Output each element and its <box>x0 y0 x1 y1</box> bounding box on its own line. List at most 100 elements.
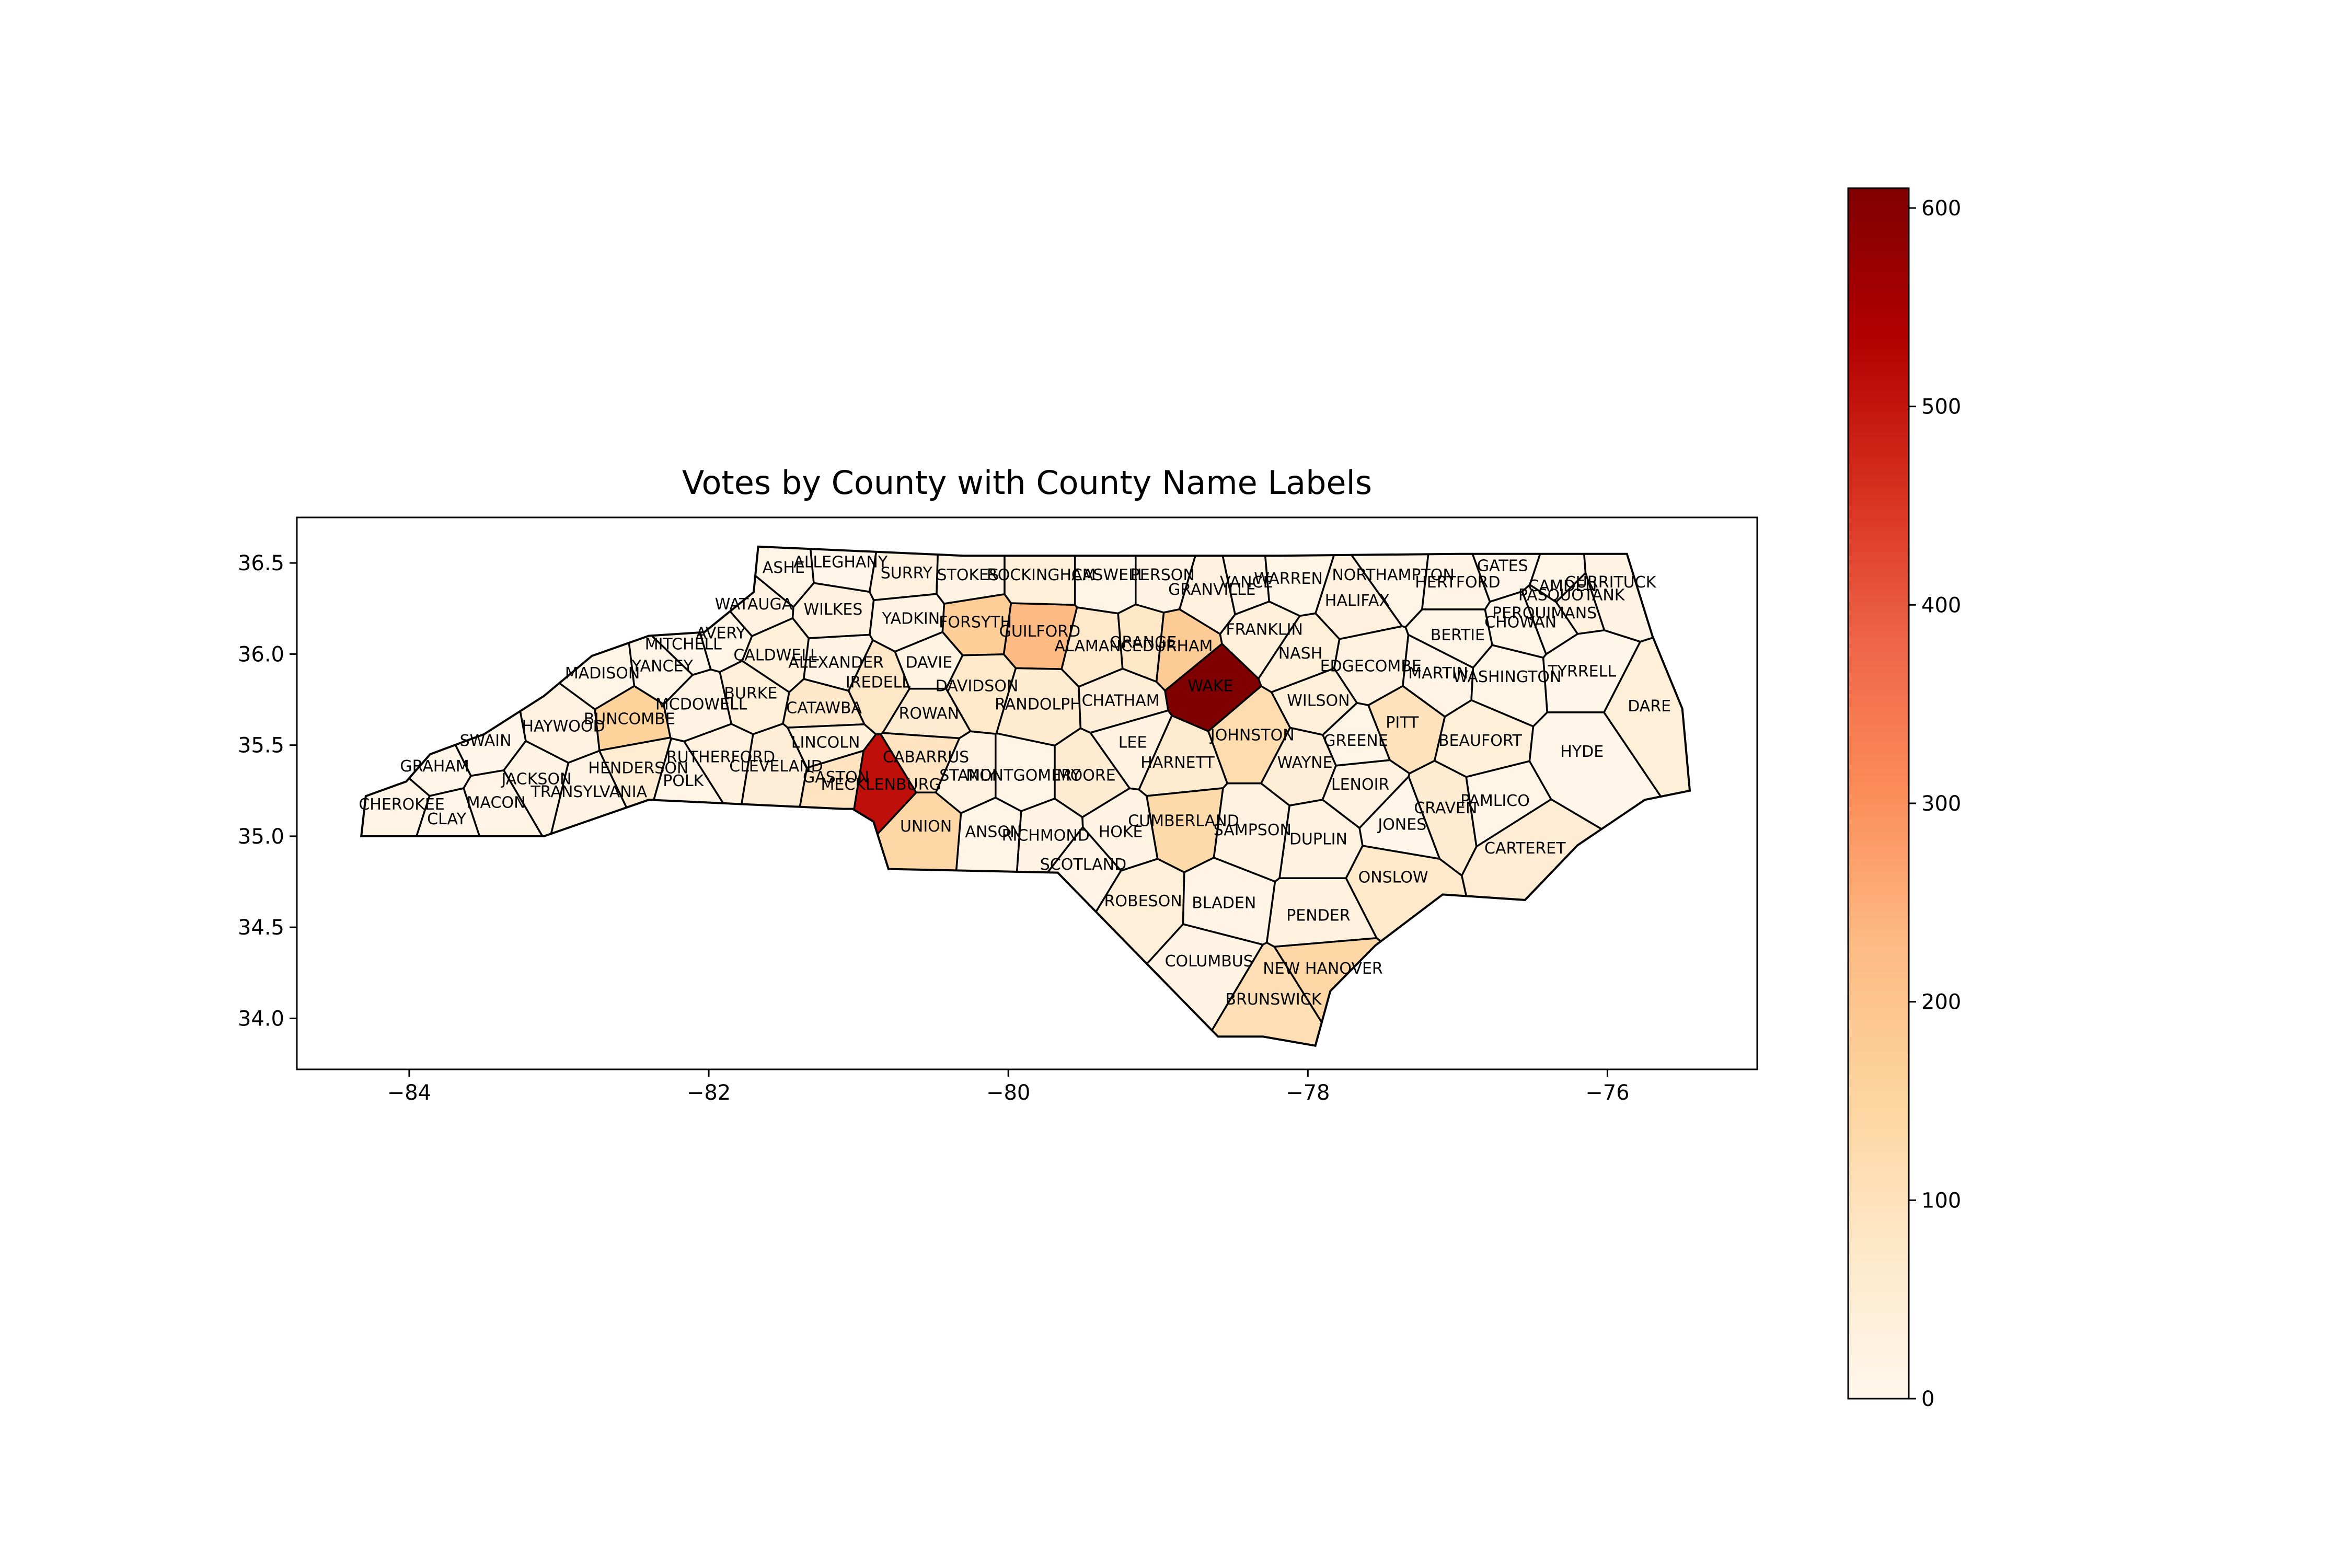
x-axis: −84 −82 −80 −78 −76 <box>387 1069 1630 1105</box>
county-label-forsyth: FORSYTH <box>939 614 1012 632</box>
county-label-wilson: WILSON <box>1287 692 1350 710</box>
county-label-brunswick: BRUNSWICK <box>1225 990 1322 1009</box>
county-camden <box>1529 546 1587 603</box>
county-label-granville: GRANVILLE <box>1168 581 1256 599</box>
county-label-martin: MARTIN <box>1408 664 1468 683</box>
county-label-wilkes: WILKES <box>803 601 862 619</box>
county-label-camden: CAMDEN <box>1528 577 1597 595</box>
x-tick-label: −82 <box>687 1081 731 1105</box>
county-label-nash: NASH <box>1278 644 1323 663</box>
county-label-bertie: BERTIE <box>1431 626 1485 644</box>
colorbar-tick-label: 0 <box>1921 1387 1934 1411</box>
y-tick-label: 35.5 <box>238 734 284 758</box>
county-label-davie: DAVIE <box>906 653 953 672</box>
county-label-cherokee: CHEROKEE <box>359 795 445 814</box>
county-label-sampson: SAMPSON <box>1214 821 1292 839</box>
county-label-halifax: HALIFAX <box>1325 592 1390 610</box>
county-label-durham: DURHAM <box>1143 637 1213 655</box>
x-tick-label: −80 <box>986 1081 1030 1105</box>
county-label-scotland: SCOTLAND <box>1040 856 1126 874</box>
colorbar: 0 100 200 300 400 500 600 <box>1847 187 1961 1411</box>
county-label-person: PERSON <box>1131 566 1195 584</box>
county-rockingham <box>1004 546 1076 606</box>
county-label-lincoln: LINCOLN <box>791 734 860 752</box>
county-label-johnston: JOHNSTON <box>1209 727 1295 745</box>
county-label-burke: BURKE <box>724 685 777 703</box>
county-label-currituck: CURRITUCK <box>1565 573 1657 592</box>
county-label-tyrrell: TYRRELL <box>1547 663 1616 681</box>
x-tick-label: −84 <box>387 1081 431 1105</box>
county-label-transylvania: TRANSYLVANIA <box>530 783 647 801</box>
county-label-guilford: GUILFORD <box>999 622 1081 641</box>
county-label-pamlico: PAMLICO <box>1460 792 1530 810</box>
county-label-union: UNION <box>900 817 952 836</box>
county-label-anson: ANSON <box>965 823 1021 841</box>
county-label-carteret: CARTERET <box>1484 839 1566 858</box>
colorbar-tick-label: 500 <box>1921 395 1961 419</box>
county-label-jackson: JACKSON <box>500 770 571 788</box>
colorbar-tick-label: 100 <box>1921 1189 1961 1213</box>
county-label-henderson: HENDERSON <box>588 759 688 778</box>
county-label-stokes: STOKES <box>937 566 999 584</box>
y-tick-label: 36.0 <box>238 642 284 666</box>
county-label-macon: MACON <box>467 794 526 812</box>
county-label-pitt: PITT <box>1386 713 1419 732</box>
county-label-beaufort: BEAUFORT <box>1438 732 1523 750</box>
county-label-perquimans: PERQUIMANS <box>1492 604 1597 622</box>
county-label-caswell: CASWELL <box>1071 566 1146 584</box>
county-surry <box>869 546 940 601</box>
y-tick-label: 34.0 <box>238 1007 284 1031</box>
county-label-vance: VANCE <box>1220 573 1273 592</box>
county-label-randolph: RANDOLPH <box>995 696 1082 714</box>
x-tick-label: −78 <box>1286 1081 1330 1105</box>
county-label-ashe: ASHE <box>763 559 805 577</box>
county-label-robeson: ROBESON <box>1104 892 1182 910</box>
county-label-jones: JONES <box>1377 816 1426 834</box>
county-label-hertford: HERTFORD <box>1415 573 1500 592</box>
county-label-washington: WASHINGTON <box>1452 668 1561 686</box>
county-label-duplin: DUPLIN <box>1289 830 1347 848</box>
county-label-rockingham: ROCKINGHAM <box>987 566 1096 584</box>
county-label-iredell: IREDELL <box>846 674 910 692</box>
county-label-dare: DARE <box>1628 697 1671 716</box>
county-label-wake: WAKE <box>1187 677 1233 696</box>
county-label-madison: MADISON <box>565 664 640 683</box>
county-label-wayne: WAYNE <box>1277 754 1333 772</box>
county-label-columbus: COLUMBUS <box>1165 952 1253 971</box>
axes-frame <box>296 516 1758 1070</box>
county-label-alleghany: ALLEGHANY <box>793 554 888 572</box>
county-label-richmond: RICHMOND <box>1002 826 1090 845</box>
county-label-polk: POLK <box>663 772 704 790</box>
colorbar-tick-label: 300 <box>1921 792 1961 816</box>
y-tick-label: 34.5 <box>238 916 284 940</box>
county-label-onslow: ONSLOW <box>1358 869 1428 887</box>
county-label-stanly: STANLY <box>939 766 997 785</box>
county-label-hyde: HYDE <box>1560 743 1604 761</box>
county-label-alexander: ALEXANDER <box>788 653 884 672</box>
county-label-swain: SWAIN <box>460 732 512 750</box>
x-tick-label: −76 <box>1585 1081 1629 1105</box>
county-label-moore: MOORE <box>1057 766 1116 785</box>
county-label-davidson: DAVIDSON <box>936 677 1019 696</box>
county-label-hoke: HOKE <box>1099 823 1143 841</box>
colorbar-tick-label: 200 <box>1921 990 1961 1014</box>
colorbar-tick-label: 600 <box>1921 197 1961 221</box>
colorbar-gradient <box>1848 188 1909 1399</box>
county-label-haywood: HAYWOOD <box>522 717 605 735</box>
y-axis: 34.0 34.5 35.0 35.5 36.0 36.5 <box>238 551 297 1031</box>
colorbar-tick-label: 400 <box>1921 593 1961 617</box>
county-label-pender: PENDER <box>1286 907 1350 925</box>
county-label-northampton: NORTHAMPTON <box>1332 566 1454 584</box>
county-label-franklin: FRANKLIN <box>1226 621 1303 639</box>
county-label-rutherford: RUTHERFORD <box>666 748 775 767</box>
county-label-craven: CRAVEN <box>1414 799 1477 817</box>
county-label-rowan: ROWAN <box>899 705 959 723</box>
county-label-edgecombe: EDGECOMBE <box>1320 657 1422 675</box>
colorbar-ticks: 0 100 200 300 400 500 600 <box>1909 197 1961 1411</box>
colorbar-frame <box>1847 187 1910 1400</box>
county-label-mcdowell: MCDOWELL <box>655 696 747 714</box>
county-label-gaston: GASTON <box>803 768 869 787</box>
